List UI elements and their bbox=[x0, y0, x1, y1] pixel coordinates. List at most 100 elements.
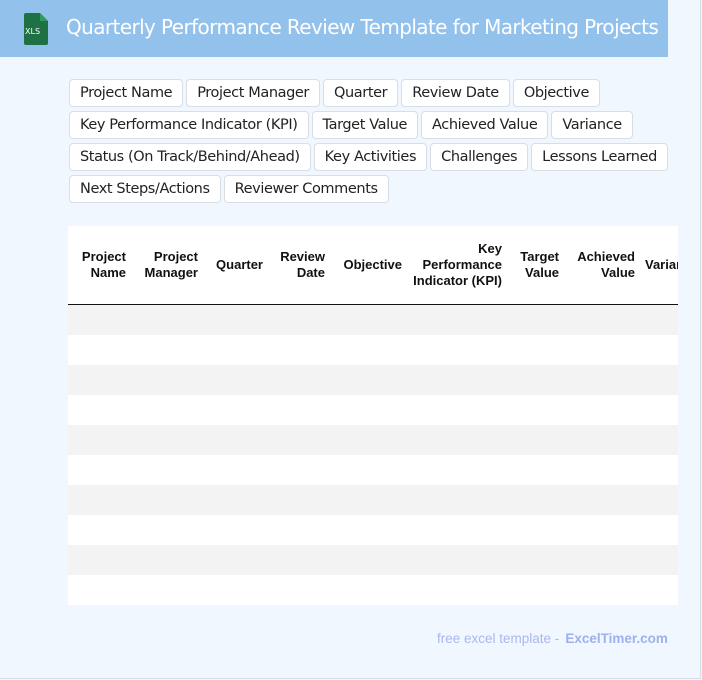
table-cell[interactable] bbox=[269, 515, 331, 545]
column-tag[interactable]: Key Performance Indicator (KPI) bbox=[69, 111, 309, 139]
table-cell[interactable] bbox=[408, 335, 508, 365]
table-cell[interactable] bbox=[408, 545, 508, 575]
table-cell[interactable] bbox=[408, 485, 508, 515]
table-cell[interactable] bbox=[132, 395, 204, 425]
table-cell[interactable] bbox=[331, 485, 408, 515]
table-cell[interactable] bbox=[408, 304, 508, 335]
table-cell[interactable] bbox=[408, 365, 508, 395]
table-cell[interactable] bbox=[132, 575, 204, 605]
table-cell[interactable] bbox=[68, 365, 132, 395]
table-cell[interactable] bbox=[641, 485, 678, 515]
table-cell[interactable] bbox=[204, 455, 269, 485]
table-cell[interactable] bbox=[132, 425, 204, 455]
table-cell[interactable] bbox=[68, 425, 132, 455]
column-tag[interactable]: Objective bbox=[512, 79, 600, 107]
table-cell[interactable] bbox=[565, 515, 641, 545]
table-cell[interactable] bbox=[641, 425, 678, 455]
table-cell[interactable] bbox=[269, 575, 331, 605]
table-cell[interactable] bbox=[269, 425, 331, 455]
table-cell[interactable] bbox=[132, 515, 204, 545]
column-tag[interactable]: Quarter bbox=[322, 79, 399, 107]
table-cell[interactable] bbox=[331, 395, 408, 425]
table-cell[interactable] bbox=[204, 485, 269, 515]
column-tag[interactable]: Status (On Track/Behind/Ahead) bbox=[69, 143, 311, 171]
table-cell[interactable] bbox=[132, 545, 204, 575]
table-cell[interactable] bbox=[68, 455, 132, 485]
table-cell[interactable] bbox=[565, 485, 641, 515]
table-cell[interactable] bbox=[641, 395, 678, 425]
table-cell[interactable] bbox=[132, 304, 204, 335]
column-tag[interactable]: Target Value bbox=[311, 111, 419, 139]
table-cell[interactable] bbox=[641, 335, 678, 365]
table-cell[interactable] bbox=[331, 575, 408, 605]
table-cell[interactable] bbox=[68, 395, 132, 425]
column-tag[interactable]: Variance bbox=[551, 111, 633, 139]
table-cell[interactable] bbox=[269, 455, 331, 485]
table-cell[interactable] bbox=[269, 365, 331, 395]
table-cell[interactable] bbox=[331, 455, 408, 485]
column-tag[interactable]: Project Manager bbox=[186, 79, 320, 107]
table-cell[interactable] bbox=[204, 425, 269, 455]
table-cell[interactable] bbox=[641, 515, 678, 545]
column-tag[interactable]: Achieved Value bbox=[421, 111, 549, 139]
table-cell[interactable] bbox=[132, 485, 204, 515]
table-cell[interactable] bbox=[331, 335, 408, 365]
table-cell[interactable] bbox=[508, 335, 565, 365]
table-cell[interactable] bbox=[641, 365, 678, 395]
table-cell[interactable] bbox=[565, 365, 641, 395]
table-cell[interactable] bbox=[508, 515, 565, 545]
table-cell[interactable] bbox=[565, 545, 641, 575]
table-cell[interactable] bbox=[269, 335, 331, 365]
table-cell[interactable] bbox=[641, 545, 678, 575]
column-tag[interactable]: Key Activities bbox=[313, 143, 428, 171]
table-cell[interactable] bbox=[565, 425, 641, 455]
table-cell[interactable] bbox=[269, 485, 331, 515]
table-cell[interactable] bbox=[408, 455, 508, 485]
table-cell[interactable] bbox=[565, 335, 641, 365]
table-cell[interactable] bbox=[204, 335, 269, 365]
table-cell[interactable] bbox=[204, 365, 269, 395]
table-cell[interactable] bbox=[508, 395, 565, 425]
table-cell[interactable] bbox=[204, 395, 269, 425]
table-cell[interactable] bbox=[68, 515, 132, 545]
table-cell[interactable] bbox=[204, 304, 269, 335]
table-cell[interactable] bbox=[408, 515, 508, 545]
table-cell[interactable] bbox=[508, 545, 565, 575]
table-cell[interactable] bbox=[68, 485, 132, 515]
table-cell[interactable] bbox=[331, 365, 408, 395]
table-cell[interactable] bbox=[68, 545, 132, 575]
table-cell[interactable] bbox=[132, 455, 204, 485]
table-cell[interactable] bbox=[565, 395, 641, 425]
column-tag[interactable]: Review Date bbox=[401, 79, 510, 107]
table-cell[interactable] bbox=[331, 545, 408, 575]
table-cell[interactable] bbox=[269, 395, 331, 425]
table-cell[interactable] bbox=[641, 575, 678, 605]
table-cell[interactable] bbox=[331, 515, 408, 545]
table-cell[interactable] bbox=[204, 545, 269, 575]
table-cell[interactable] bbox=[641, 304, 678, 335]
footer-brand-link[interactable]: ExcelTimer.com bbox=[565, 631, 668, 646]
table-cell[interactable] bbox=[68, 575, 132, 605]
table-cell[interactable] bbox=[508, 425, 565, 455]
table-cell[interactable] bbox=[68, 335, 132, 365]
column-tag[interactable]: Challenges bbox=[430, 143, 529, 171]
table-cell[interactable] bbox=[508, 304, 565, 335]
column-tag[interactable]: Project Name bbox=[69, 79, 184, 107]
table-cell[interactable] bbox=[269, 545, 331, 575]
table-cell[interactable] bbox=[508, 485, 565, 515]
table-cell[interactable] bbox=[565, 455, 641, 485]
table-cell[interactable] bbox=[132, 335, 204, 365]
table-cell[interactable] bbox=[408, 575, 508, 605]
column-tag[interactable]: Lessons Learned bbox=[531, 143, 668, 171]
table-cell[interactable] bbox=[331, 304, 408, 335]
table-cell[interactable] bbox=[269, 304, 331, 335]
table-cell[interactable] bbox=[508, 455, 565, 485]
table-cell[interactable] bbox=[331, 425, 408, 455]
table-cell[interactable] bbox=[204, 575, 269, 605]
table-cell[interactable] bbox=[565, 575, 641, 605]
table-cell[interactable] bbox=[641, 455, 678, 485]
table-cell[interactable] bbox=[68, 304, 132, 335]
table-cell[interactable] bbox=[408, 425, 508, 455]
table-cell[interactable] bbox=[204, 515, 269, 545]
table-cell[interactable] bbox=[508, 575, 565, 605]
